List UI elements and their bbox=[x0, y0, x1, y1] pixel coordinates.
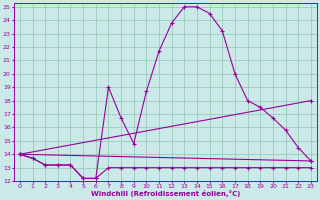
X-axis label: Windchill (Refroidissement éolien,°C): Windchill (Refroidissement éolien,°C) bbox=[91, 190, 240, 197]
